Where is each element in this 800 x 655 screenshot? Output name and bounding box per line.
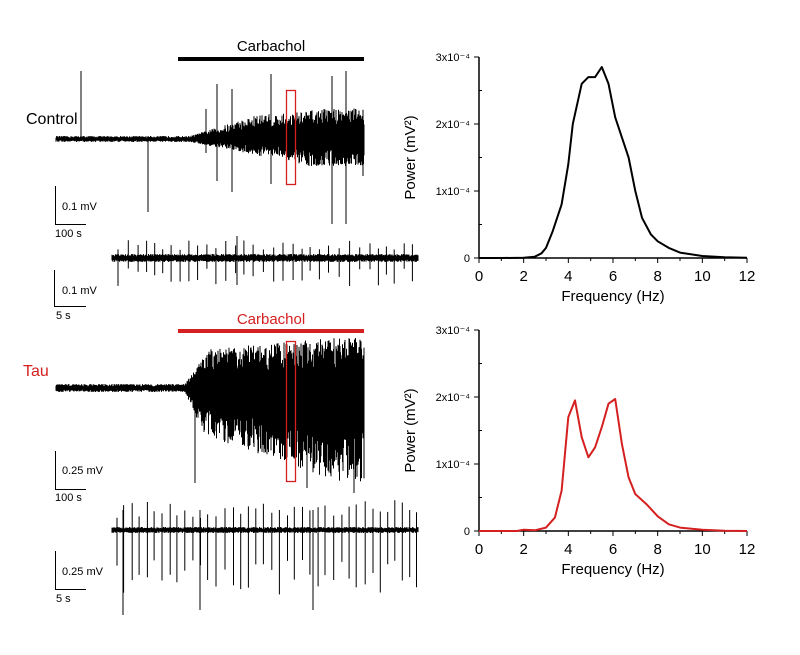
- y-tick-label: 1x10⁻⁴: [436, 186, 471, 198]
- y-tick-label: 3x10⁻⁴: [436, 325, 471, 337]
- x-tick-label: 2: [519, 268, 527, 285]
- tau-long-trace: [55, 338, 365, 493]
- y-tick-label: 1x10⁻⁴: [436, 459, 471, 471]
- x-tick-label: 8: [653, 268, 661, 285]
- tau-carbachol-bar: [178, 329, 364, 333]
- control-carbachol-bar: [178, 57, 364, 61]
- x-tick-label: 12: [739, 268, 756, 285]
- tau-power-spectrum: 0 2 4 6 8 10 12 0 1x10⁻⁴ 2x10⁻⁴ 3x10⁻⁴ Frequency (H…: [402, 325, 755, 578]
- x-axis-label: Frequency (Hz): [561, 561, 664, 578]
- tau-zoom-scalebar: [55, 551, 86, 590]
- x-tick-label: 12: [739, 541, 756, 558]
- x-tick-label: 6: [609, 268, 617, 285]
- control-highlight-box: [285, 89, 297, 186]
- x-tick-label: 2: [519, 541, 527, 558]
- y-tick-label: 0: [464, 526, 470, 538]
- tau-highlight-box: [285, 340, 297, 483]
- tau-zoom-time: 5 s: [56, 593, 71, 605]
- x-tick-label: 8: [653, 541, 661, 558]
- control-long-time: 100 s: [55, 228, 82, 240]
- x-tick-label: 10: [694, 268, 711, 285]
- y-tick-label: 2x10⁻⁴: [436, 392, 471, 404]
- control-panel: Carbachol Control 0.1 mV 100 s 0.1 mV 5 …: [26, 38, 419, 322]
- x-axis-label: Frequency (Hz): [561, 288, 664, 305]
- tau-carbachol-label: Carbachol: [237, 311, 305, 328]
- control-power-spectrum: 0 2 4 6 8 10 12 0 1x10⁻⁴ 2x10⁻⁴ 3x10⁻⁴ Frequency (H…: [402, 52, 755, 305]
- tau-long-amplitude: 0.25 mV: [62, 465, 104, 477]
- control-zoom-scalebar: [54, 270, 86, 307]
- control-carbachol-label: Carbachol: [237, 38, 305, 55]
- tau-zoom-amplitude: 0.25 mV: [62, 566, 104, 578]
- y-tick-label: 0: [464, 253, 470, 265]
- y-axis-label: Power (mV²): [402, 388, 419, 472]
- control-zoom-amplitude: 0.1 mV: [62, 285, 98, 297]
- control-label: Control: [26, 111, 78, 128]
- y-tick-label: 2x10⁻⁴: [436, 119, 471, 131]
- x-tick-label: 0: [475, 268, 483, 285]
- control-long-trace: [55, 71, 365, 224]
- tau-label: Tau: [23, 363, 49, 380]
- x-tick-label: 4: [564, 268, 572, 285]
- tau-zoom-trace: [111, 500, 419, 615]
- x-tick-label: 0: [475, 541, 483, 558]
- x-tick-label: 6: [609, 541, 617, 558]
- power-spectrum-line: [479, 66, 748, 259]
- control-long-scalebar: [55, 186, 86, 225]
- control-long-amplitude: 0.1 mV: [62, 201, 98, 213]
- tau-panel: Carbachol Tau 0.25 mV 100 s 0.25 mV 5 s: [23, 311, 419, 615]
- tau-long-scalebar: [55, 451, 86, 490]
- control-zoom-time: 5 s: [56, 310, 71, 322]
- x-tick-label: 10: [694, 541, 711, 558]
- y-tick-label: 3x10⁻⁴: [436, 52, 471, 64]
- y-axis-label: Power (mV²): [402, 115, 419, 199]
- control-zoom-trace: [111, 236, 419, 286]
- tau-long-time: 100 s: [55, 492, 82, 504]
- power-spectrum-line: [479, 398, 748, 532]
- x-tick-label: 4: [564, 541, 572, 558]
